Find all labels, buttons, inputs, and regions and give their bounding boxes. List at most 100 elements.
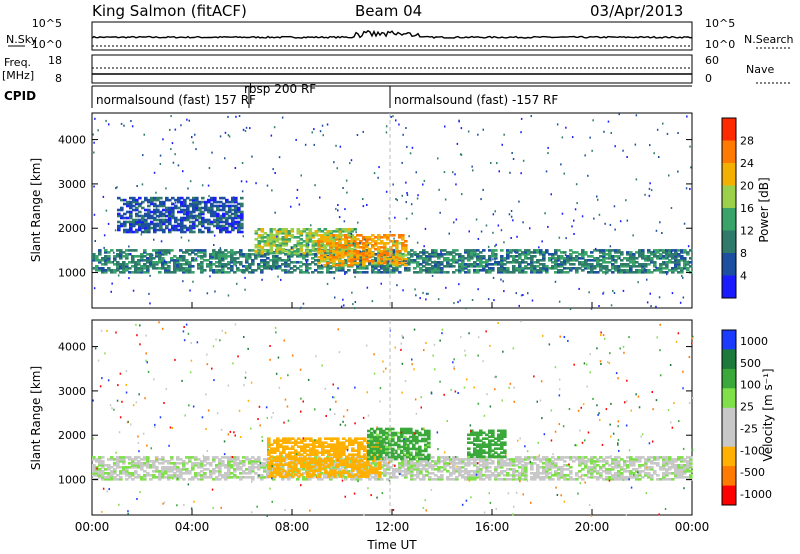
power-cell-0 <box>641 253 645 256</box>
power-cell-0 <box>248 263 252 266</box>
power-cell-0 <box>611 271 615 274</box>
power-cell-3 <box>231 226 235 230</box>
velocity-cell-0 <box>383 462 387 465</box>
power-cell-0 <box>176 263 180 266</box>
power-cell-2 <box>395 257 399 261</box>
velocity-cell-0 <box>533 472 537 475</box>
power-cell-1 <box>314 232 319 235</box>
power-cell-0 <box>407 261 411 264</box>
power-cell-3 <box>177 228 181 232</box>
velocity-cell-0 <box>518 478 522 481</box>
power-cell-0 <box>413 267 417 270</box>
power-cell-3 <box>210 230 214 234</box>
power-cell-0 <box>173 255 177 258</box>
power-cell-3 <box>231 222 235 226</box>
power-cell-1 <box>254 230 259 233</box>
velocity-cell-0 <box>617 466 621 469</box>
power-speck <box>569 308 572 310</box>
power-cell-3 <box>195 196 199 200</box>
velocity-cell-0 <box>434 478 438 481</box>
velocity-cell-0 <box>260 476 264 479</box>
power-cell-0 <box>209 255 213 258</box>
velocity-cell-0 <box>209 464 213 467</box>
power-cell-3 <box>213 218 217 222</box>
power-cell-0 <box>533 269 537 272</box>
power-cell-1 <box>335 230 340 233</box>
velocity-cell-1 <box>276 449 280 452</box>
velocity-cell-0 <box>686 466 690 469</box>
velocity-cell-1 <box>330 473 334 476</box>
velocity-cell-0 <box>683 472 687 475</box>
power-cell-3 <box>192 206 196 210</box>
power-cell-1 <box>284 240 289 243</box>
velocity-cell-1 <box>339 455 343 458</box>
velocity-cell-0 <box>290 460 294 463</box>
power-speck <box>618 113 620 116</box>
power-cell-3 <box>240 226 244 230</box>
power-cell-0 <box>299 253 303 256</box>
velocity-cell-1 <box>339 451 343 454</box>
velocity-cell-0 <box>248 476 252 479</box>
velocity-cell-0 <box>251 464 255 467</box>
power-cell-1 <box>266 249 271 253</box>
velocity-cell-1 <box>285 473 289 476</box>
power-cell-0 <box>266 263 270 266</box>
power-speck <box>564 254 567 256</box>
power-cell-0 <box>272 257 276 260</box>
power-cell-3 <box>159 202 163 206</box>
power-cell-0 <box>314 269 318 272</box>
power-cell-0 <box>407 251 411 254</box>
power-speck <box>408 235 410 238</box>
power-speck <box>477 237 480 240</box>
velocity-cell-1 <box>339 473 343 476</box>
power-cell-2 <box>371 259 375 263</box>
power-speck <box>649 144 651 147</box>
power-cell-3 <box>237 226 241 230</box>
power-cell-0 <box>488 255 492 258</box>
power-cell-0 <box>476 263 480 266</box>
velocity-cell-0 <box>107 472 111 475</box>
power-cell-0 <box>281 263 285 266</box>
power-cell-0 <box>308 263 312 266</box>
velocity-cell-0 <box>605 478 609 481</box>
velocity-cell-0 <box>389 460 393 463</box>
velocity-cell-0 <box>677 466 681 469</box>
velocity-cell-1 <box>273 457 277 460</box>
velocity-cell-0 <box>503 462 507 465</box>
power-cell-1 <box>347 246 352 249</box>
velocity-cell-0 <box>260 466 264 469</box>
power-cell-0 <box>479 263 483 266</box>
velocity-cell-1 <box>303 451 307 454</box>
power-cell-3 <box>135 206 139 210</box>
power-cell-0 <box>521 253 525 256</box>
power-speck <box>206 292 209 295</box>
velocity-cell-1 <box>327 459 331 462</box>
velocity-cell-1 <box>357 471 361 474</box>
power-cell-3 <box>237 214 241 218</box>
power-cell-1 <box>272 234 277 237</box>
power-cell-1 <box>281 238 286 241</box>
power-cell-0 <box>446 265 450 268</box>
power-speck <box>195 148 197 151</box>
power-cell-0 <box>611 255 615 258</box>
power-cell-0 <box>260 261 264 264</box>
power-cell-3 <box>165 206 169 210</box>
velocity-cell-0 <box>239 478 243 481</box>
power-speck <box>153 171 156 174</box>
power-cell-0 <box>461 265 465 268</box>
velocity-cell-0 <box>158 462 162 465</box>
power-cell-2 <box>329 255 333 259</box>
velocity-cell-0 <box>134 456 138 459</box>
power-speck <box>493 299 495 302</box>
velocity-cell-0 <box>560 472 564 475</box>
power-cell-0 <box>461 257 465 260</box>
power-cell-3 <box>138 218 142 222</box>
velocity-cell-1 <box>291 455 295 458</box>
velocity-cell-0 <box>137 456 141 459</box>
power-cell-1 <box>284 236 289 239</box>
power-cell-3 <box>162 228 166 232</box>
power-cell-0 <box>431 269 435 272</box>
power-cell-2 <box>377 259 381 263</box>
power-cell-1 <box>275 240 280 243</box>
power-cell-0 <box>230 257 234 260</box>
